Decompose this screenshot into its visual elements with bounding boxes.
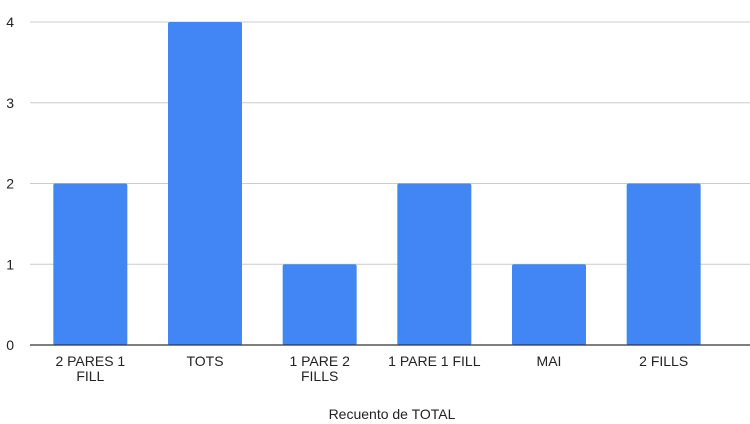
y-tick-label: 2 (6, 176, 14, 192)
bar-6 (626, 183, 701, 345)
x-category-label: 2 FILLS (639, 353, 688, 369)
x-category-labels: 2 PARES 1 FILL TOTS 1 PARE 2 FILLS 1 PARE 1 F… (55, 353, 688, 384)
bar-2 (168, 22, 242, 345)
x-category-label: 1 PARE 2 FILLS (289, 353, 350, 384)
bar-5 (512, 264, 586, 345)
y-tick-label: 0 (6, 337, 14, 353)
bar-4 (397, 183, 472, 345)
bar-3 (282, 264, 357, 345)
x-category-label: 2 PARES 1 FILL (55, 353, 125, 384)
x-axis-title: Recuento de TOTAL (329, 406, 456, 422)
y-tick-label: 1 (6, 256, 14, 272)
bars (53, 22, 701, 345)
x-category-label: MAI (537, 353, 562, 369)
x-category-label: TOTS (186, 353, 223, 369)
y-tick-label: 3 (6, 95, 14, 111)
x-category-label: 1 PARE 1 FILL (388, 353, 481, 369)
bar-1 (53, 183, 128, 345)
y-tick-label: 4 (6, 14, 14, 30)
y-tick-labels: 0 1 2 3 4 (6, 14, 14, 353)
